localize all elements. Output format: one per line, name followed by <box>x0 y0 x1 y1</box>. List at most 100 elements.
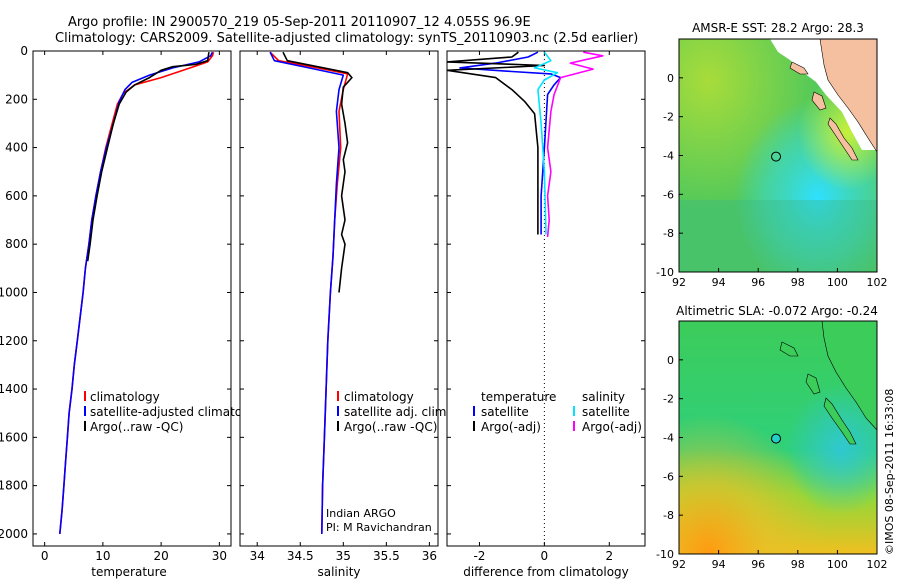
map-y-tick-label: 0 <box>667 72 674 85</box>
map-x-tick-label: 92 <box>672 558 686 571</box>
series-line-satellite-adj-clim- <box>269 51 345 534</box>
sla-map-title: Altimetric SLA: -0.072 Argo: -0.24 <box>676 304 878 318</box>
simeulue-island <box>789 61 809 75</box>
legend-label-climatology: climatology <box>90 390 160 404</box>
legend-header-temperature: temperature <box>481 390 556 404</box>
map-y-tick-label: -6 <box>663 470 674 483</box>
legend-swatch-satellite <box>337 406 339 416</box>
legend-label-sal-satellite: satellite <box>582 405 630 419</box>
map-y-tick-label: -10 <box>656 548 674 561</box>
x-tick-label: 36 <box>422 549 437 563</box>
series-line-satellite-adjusted-climatology <box>59 51 214 534</box>
legend-swatch-argo <box>84 421 86 431</box>
legend-label-satellite: satellite-adjusted climatology <box>90 405 268 419</box>
x-tick-label: 35.5 <box>373 549 400 563</box>
map-x-tick-label: 100 <box>827 276 848 289</box>
map-y-tick-label: -4 <box>663 432 674 445</box>
y-tick-label: 1600 <box>0 430 28 444</box>
difference-series <box>447 51 604 237</box>
series-line-argo-raw-qc- <box>282 51 353 293</box>
temperature-legend: climatology satellite-adjusted climatolo… <box>84 390 268 434</box>
x-tick-label: 34 <box>250 549 265 563</box>
sst-argo-position-marker <box>771 151 782 162</box>
x-tick-label: -2 <box>473 549 485 563</box>
nias-island <box>805 373 821 395</box>
legend-swatch-sal-argo <box>573 421 575 431</box>
sla-argo-position-marker <box>771 433 782 444</box>
series-line-salinity-satellite <box>533 51 559 235</box>
map-y-tick-label: 0 <box>667 354 674 367</box>
nias-island <box>811 91 827 111</box>
series-line-argo-raw-qc- <box>86 52 210 262</box>
legend-label-temp-argo: Argo(-adj) <box>481 420 541 434</box>
salinity-series <box>269 51 353 534</box>
legend-label-argo: Argo(..raw -QC) <box>90 420 183 434</box>
salinity-panel: 34 34.5 35 35.5 36 salinity climatology sate… <box>239 50 450 579</box>
temperature-axes-box <box>32 50 232 547</box>
legend-swatch-temp-satellite <box>473 406 475 416</box>
x-tick-label: 20 <box>153 549 168 563</box>
temperature-series <box>59 51 215 534</box>
map-x-tick-label: 102 <box>867 276 888 289</box>
pi-annotation-line1: Indian ARGO <box>326 507 396 520</box>
salinity-xlabel: salinity <box>317 565 360 579</box>
y-tick-label: 600 <box>5 189 28 203</box>
map-y-tick-label: -8 <box>663 509 674 522</box>
y-tick-label: 1800 <box>0 479 28 493</box>
legend-swatch-argo <box>337 421 339 431</box>
map-x-tick-label: 98 <box>791 558 805 571</box>
map-x-tick-label: 94 <box>712 276 726 289</box>
y-tick-label: 400 <box>5 141 28 155</box>
y-tick-label: 1200 <box>0 334 28 348</box>
map-x-tick-label: 102 <box>867 558 888 571</box>
x-tick-label: 0 <box>541 549 549 563</box>
legend-label-satellite: satellite adj. clim. <box>344 405 450 419</box>
sla-map-panel: Altimetric SLA: -0.072 Argo: -0.24 92 94 9… <box>656 304 887 571</box>
sumatra-land <box>819 39 877 153</box>
legend-label-sal-argo: Argo(-adj) <box>582 420 642 434</box>
map-x-tick-label: 96 <box>751 276 765 289</box>
simeulue-island <box>779 341 799 357</box>
map-y-tick-label: -2 <box>663 111 674 124</box>
y-tick-label: 2000 <box>0 527 28 541</box>
map-y-tick-label: -2 <box>663 393 674 406</box>
map-x-tick-label: 92 <box>672 276 686 289</box>
temperature-panel: 0 10 20 30 0 200 400 600 800 1000 1200 1400 1600 1800… <box>0 44 268 579</box>
legend-header-salinity: salinity <box>582 390 625 404</box>
series-line-temperature-argo-adj- <box>447 51 546 235</box>
mentawai-islands <box>823 397 857 445</box>
map-y-tick-label: -10 <box>656 266 674 279</box>
legend-label-temp-satellite: satellite <box>481 405 529 419</box>
legend-swatch-satellite <box>84 406 86 416</box>
map-y-tick-label: -8 <box>663 227 674 240</box>
legend-label-climatology: climatology <box>344 390 414 404</box>
series-line-salinity-argo-adj- <box>546 51 604 237</box>
map-y-tick-label: -4 <box>663 150 674 163</box>
x-tick-label: 10 <box>95 549 110 563</box>
y-tick-label: 800 <box>5 237 28 251</box>
legend-swatch-temp-argo <box>473 421 475 431</box>
map-x-tick-label: 96 <box>751 558 765 571</box>
sst-map-ticks: 92 94 96 98 100 102 0 -2 -4 -6 -8 -10 <box>656 72 887 289</box>
pi-annotation-line2: PI: M Ravichandran <box>326 521 432 534</box>
temperature-ticks: 0 10 20 30 0 200 400 600 800 1000 1200 1400 1600 1800… <box>0 44 231 563</box>
salinity-ticks: 34 34.5 35 35.5 36 <box>240 50 438 563</box>
map-x-tick-label: 98 <box>791 276 805 289</box>
map-x-tick-label: 94 <box>712 558 726 571</box>
sla-map-ticks: 92 94 96 98 100 102 0 -2 -4 -6 -8 -10 <box>656 354 887 571</box>
salinity-axes-box <box>239 50 439 547</box>
figure-title-line2: Climatology: CARS2009. Satellite-adjuste… <box>55 31 638 46</box>
y-tick-label: 200 <box>5 92 28 106</box>
map-x-tick-label: 100 <box>827 558 848 571</box>
imos-timestamp: ©IMOS 08-Sep-2011 16:33:08 <box>883 389 896 555</box>
x-tick-label: 2 <box>605 549 613 563</box>
legend-swatch-climatology <box>337 391 339 401</box>
legend-swatch-climatology <box>84 391 86 401</box>
sst-map-field <box>679 39 877 272</box>
sst-map-title: AMSR-E SST: 28.2 Argo: 28.3 <box>692 21 864 35</box>
salinity-legend: climatology satellite adj. clim. Argo(..… <box>337 390 450 434</box>
legend-swatch-sal-satellite <box>573 406 575 416</box>
map-y-tick-label: -6 <box>663 188 674 201</box>
y-tick-label: 1000 <box>0 285 28 299</box>
